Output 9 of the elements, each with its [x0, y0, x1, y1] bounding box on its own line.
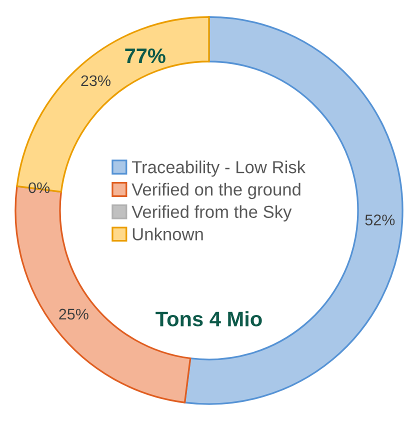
legend-label: Verified from the Sky [132, 205, 292, 222]
legend-label: Unknown [132, 228, 203, 240]
data-label: 25% [59, 308, 88, 320]
legend-label: Traceability - Low Risk [132, 160, 306, 177]
legend-label: Verified on the ground [132, 182, 300, 200]
data-label: 52% [365, 214, 395, 226]
data-label: 23% [81, 75, 110, 86]
text: 77% [125, 48, 166, 64]
text: Tons 4 Mio [156, 311, 262, 326]
